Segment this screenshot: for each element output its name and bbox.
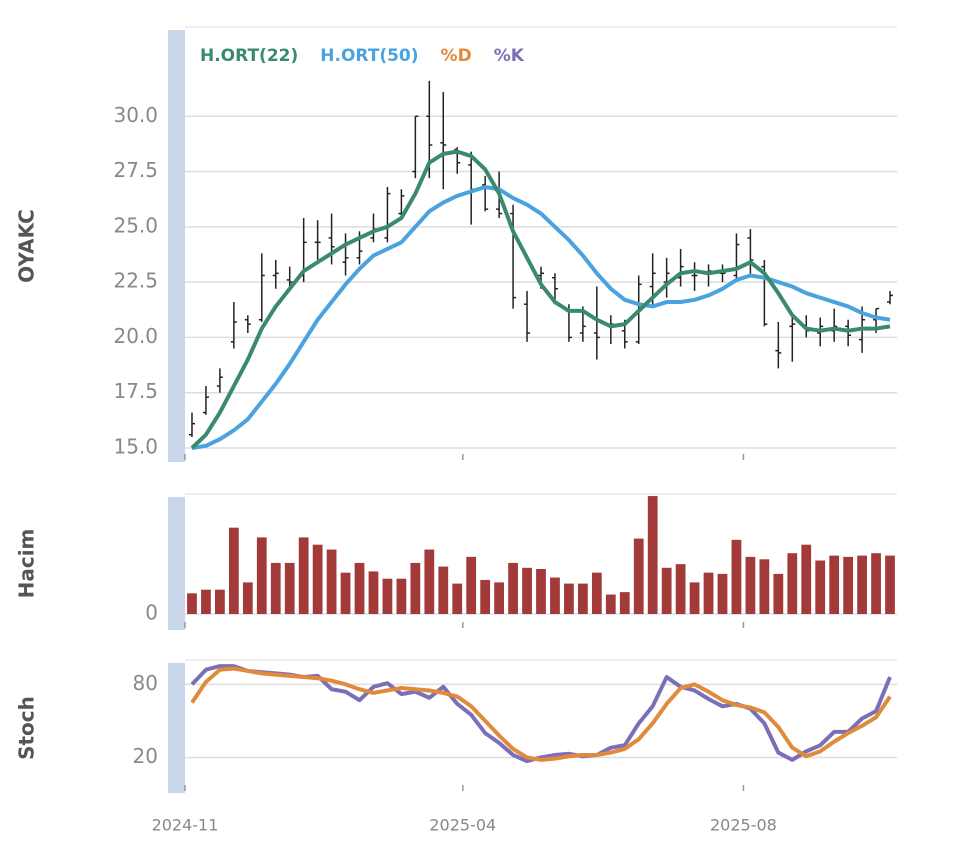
bar (536, 569, 546, 614)
y-tick-label: 17.5 (113, 379, 158, 403)
legend-entry: %D (441, 46, 472, 66)
bar (215, 589, 225, 614)
bar (577, 583, 588, 614)
bar (675, 564, 686, 614)
bar (466, 556, 477, 614)
bar (256, 537, 267, 614)
bar (591, 572, 602, 614)
bar (773, 573, 784, 614)
y-tick-label: 20 (133, 744, 158, 768)
y-axis-label: OYAKC (15, 209, 39, 283)
bar (187, 593, 197, 614)
bar (605, 594, 616, 614)
y-tick-label: 0 (145, 601, 158, 625)
bar (787, 553, 798, 614)
bar (508, 562, 518, 614)
bar (340, 572, 351, 614)
bar (745, 556, 756, 614)
panel-side-bar (168, 663, 185, 793)
x-tick-label: 2025-08 (710, 816, 777, 835)
bar (270, 562, 281, 614)
bar (829, 555, 840, 614)
bar (424, 549, 435, 614)
bar (228, 527, 239, 614)
x-tick-label: 2024-11 (152, 816, 219, 835)
panel-side-bar (168, 30, 185, 462)
bar (717, 573, 728, 614)
bar (312, 544, 323, 614)
bar (382, 578, 393, 614)
y-tick-label: 80 (133, 671, 158, 695)
legend-entry: H.ORT(22) (200, 46, 298, 66)
bar (801, 544, 812, 614)
bar (368, 571, 379, 614)
bar (843, 556, 854, 614)
bar (619, 592, 630, 614)
y-tick-label: 22.5 (113, 269, 158, 293)
bar (284, 562, 295, 614)
y-axis-label: Hacim (15, 529, 39, 599)
bar (452, 583, 463, 614)
bar (201, 589, 211, 614)
bar (759, 559, 770, 614)
line-series (190, 149, 891, 450)
bar (410, 562, 421, 614)
bar (396, 578, 407, 614)
bar (815, 560, 826, 614)
y-tick-label: 27.5 (113, 158, 158, 182)
bar (354, 562, 365, 614)
bar (857, 555, 867, 614)
bar (647, 496, 658, 614)
line-series (191, 185, 891, 450)
bar (564, 583, 574, 614)
bar (242, 582, 253, 614)
y-tick-label: 15.0 (113, 435, 158, 459)
bar (438, 566, 449, 614)
x-tick-label: 2025-04 (429, 816, 496, 835)
bar (522, 567, 532, 614)
bar (633, 538, 644, 614)
bar (298, 537, 309, 614)
bar (731, 539, 742, 614)
bar (661, 567, 672, 614)
y-tick-label: 20.0 (113, 324, 158, 348)
bar (494, 582, 505, 614)
line-series (190, 666, 892, 762)
bar (550, 577, 560, 614)
panel-side-bar (168, 497, 185, 630)
legend-entry: %K (494, 46, 525, 66)
bar (480, 579, 491, 614)
bar (703, 572, 714, 614)
y-axis-label: Stoch (15, 696, 39, 760)
line-series (190, 664, 892, 764)
bar (871, 553, 881, 614)
legend-entry: H.ORT(50) (320, 46, 418, 66)
y-tick-label: 30.0 (113, 103, 158, 127)
bar (326, 549, 337, 614)
y-tick-label: 25.0 (113, 213, 158, 237)
bar (689, 582, 700, 614)
bar (885, 555, 895, 614)
